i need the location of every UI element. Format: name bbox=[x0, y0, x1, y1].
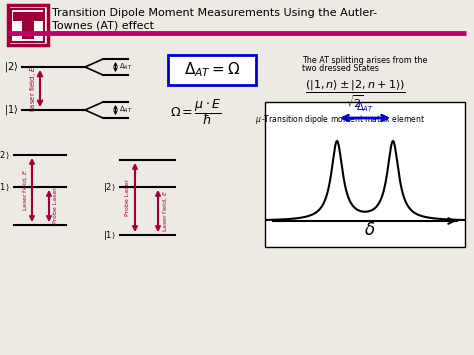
Text: $\Delta_{AT}$: $\Delta_{AT}$ bbox=[119, 105, 133, 115]
Text: The AT splitting arises from the: The AT splitting arises from the bbox=[302, 56, 428, 65]
Bar bbox=[265, 102, 465, 247]
Text: $|2\rangle$: $|2\rangle$ bbox=[0, 148, 10, 162]
Bar bbox=[22, 21, 34, 39]
Text: $\Delta_{AT}$: $\Delta_{AT}$ bbox=[119, 62, 133, 72]
Text: Probe Laser: Probe Laser bbox=[126, 179, 130, 216]
Text: Laser field, $E$: Laser field, $E$ bbox=[161, 190, 169, 232]
Text: $\dfrac{\left(|1,n\rangle \pm |2,n+1\rangle\right)}{\sqrt{2}}$: $\dfrac{\left(|1,n\rangle \pm |2,n+1\ran… bbox=[305, 79, 406, 110]
Text: $\Delta_{AT}$: $\Delta_{AT}$ bbox=[356, 100, 374, 114]
Text: $|1\rangle$: $|1\rangle$ bbox=[4, 103, 18, 117]
Bar bbox=[13, 12, 43, 21]
Text: $\delta$: $\delta$ bbox=[365, 221, 376, 239]
Bar bbox=[8, 5, 48, 45]
Text: Laser field, $E$: Laser field, $E$ bbox=[28, 65, 38, 112]
Bar bbox=[168, 55, 256, 85]
Text: Transition Dipole Moment Measurements Using the Autler-: Transition Dipole Moment Measurements Us… bbox=[52, 8, 377, 18]
Text: $|2\rangle$: $|2\rangle$ bbox=[103, 180, 116, 193]
Text: $|1\rangle$: $|1\rangle$ bbox=[103, 229, 116, 241]
Text: $|2\rangle$: $|2\rangle$ bbox=[4, 60, 18, 74]
Text: $\Omega = \dfrac{\mu \cdot E}{\hbar}$: $\Omega = \dfrac{\mu \cdot E}{\hbar}$ bbox=[170, 97, 221, 127]
Text: Probe Laser: Probe Laser bbox=[54, 187, 58, 224]
Text: two dressed States: two dressed States bbox=[302, 64, 379, 73]
Text: Townes (AT) effect: Townes (AT) effect bbox=[52, 21, 154, 31]
Text: $\mu\,$-Transition dipole moment matrix element: $\mu\,$-Transition dipole moment matrix … bbox=[255, 113, 425, 126]
Bar bbox=[11, 9, 45, 42]
Text: Laser field, $E$: Laser field, $E$ bbox=[21, 169, 29, 211]
Text: $|1\rangle$: $|1\rangle$ bbox=[0, 180, 10, 193]
Text: $\Delta_{AT} = \Omega$: $\Delta_{AT} = \Omega$ bbox=[183, 61, 240, 80]
